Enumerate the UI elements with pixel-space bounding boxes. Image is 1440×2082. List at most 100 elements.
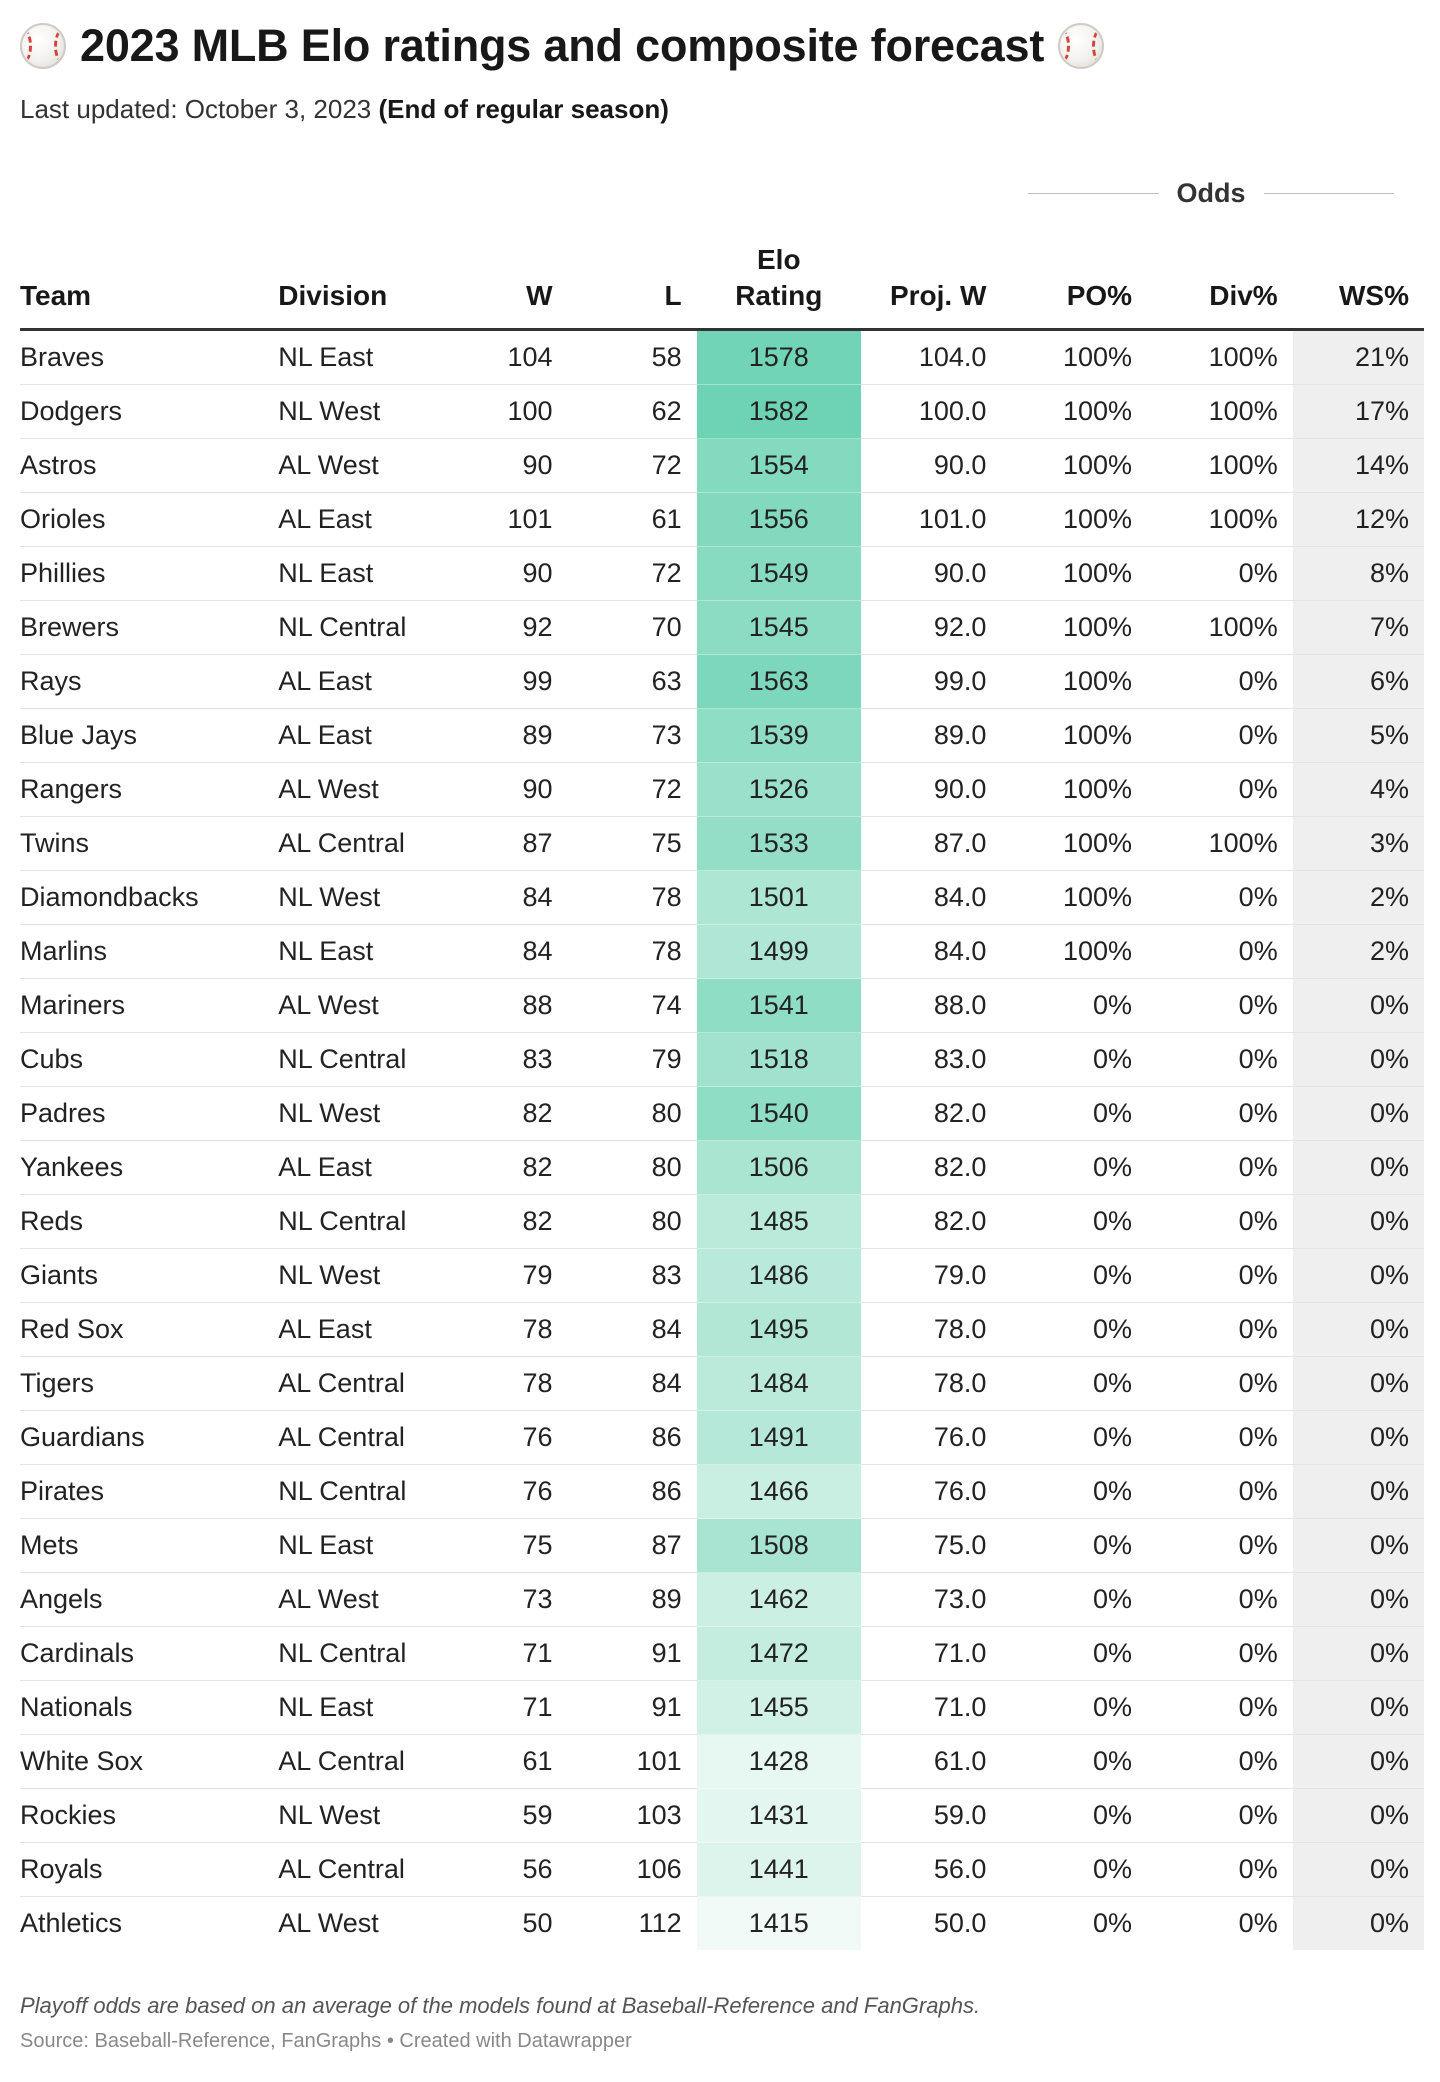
cell-team: Diamondbacks — [20, 870, 279, 925]
column-header-wins[interactable]: W — [459, 242, 568, 331]
cell-elo-rating: 1415 — [696, 1896, 861, 1950]
cell-team: Athletics — [20, 1908, 123, 1938]
cell-team: Padres — [20, 1086, 279, 1141]
cell-ws: 12% — [1292, 492, 1424, 547]
table-row: Mariners AL West 88 74 1541 88.0 0% 0% 0% — [20, 978, 1424, 1033]
cell-division: NL East — [278, 1680, 460, 1735]
cell-wins: 88 — [459, 978, 568, 1033]
table-row: Nationals NL East 71 91 1455 71.0 0% 0% 0% — [20, 1680, 1424, 1735]
cell-losses: 91 — [567, 1680, 697, 1735]
cell-div: 0% — [1147, 1788, 1293, 1843]
cell-proj-w: 78.0 — [860, 1356, 1002, 1411]
last-updated-text: Last updated: October 3, 2023 — [20, 94, 372, 124]
cell-elo-rating: 1486 — [696, 1248, 861, 1303]
table-row: Cardinals NL Central 71 91 1472 71.0 0% 0% 0% — [20, 1626, 1424, 1681]
cell-division: AL East — [278, 1140, 460, 1195]
cell-wins: 101 — [459, 492, 568, 547]
table-row: Dodgers NL West 100 62 1582 100.0 100% 100% 17% — [20, 384, 1424, 439]
cell-po: 100% — [1001, 384, 1148, 439]
cell-elo-rating: 1545 — [696, 600, 861, 655]
column-header-division[interactable]: Division — [278, 242, 460, 331]
cell-losses: 72 — [567, 438, 697, 493]
column-header-elo[interactable]: Elo Rating — [696, 242, 861, 331]
cell-losses: 86 — [567, 1464, 697, 1519]
cell-division: AL Central — [278, 816, 460, 871]
cell-division: NL Central — [278, 600, 460, 655]
cell-div: 0% — [1147, 978, 1293, 1033]
cell-losses: 63 — [567, 654, 697, 709]
cell-ws: 14% — [1292, 438, 1424, 493]
cell-ws: 0% — [1292, 1842, 1424, 1897]
cell-division: AL West — [278, 978, 460, 1033]
cell-wins: 82 — [459, 1194, 568, 1249]
cell-proj-w: 84.0 — [860, 924, 1002, 979]
elo-header-line1: Elo — [756, 244, 801, 275]
cell-proj-w: 99.0 — [860, 654, 1002, 709]
cell-losses: 78 — [567, 870, 697, 925]
cell-division: AL West — [278, 1572, 460, 1627]
cell-losses: 84 — [567, 1302, 697, 1357]
table-row: Pirates NL Central 76 86 1466 76.0 0% 0% 0% — [20, 1464, 1424, 1519]
cell-losses: 80 — [567, 1140, 697, 1195]
cell-ws: 7% — [1292, 600, 1424, 655]
cell-div: 0% — [1147, 1626, 1293, 1681]
odds-label: Odds — [1176, 178, 1246, 208]
cell-proj-w: 101.0 — [860, 492, 1002, 547]
cell-proj-w: 61.0 — [860, 1734, 1002, 1789]
cell-division: NL West — [278, 870, 460, 925]
cell-team: White Sox — [20, 1734, 279, 1789]
cell-elo-rating: 1539 — [696, 708, 861, 763]
cell-ws: 0% — [1292, 1788, 1424, 1843]
cell-division: NL West — [278, 384, 460, 439]
cell-proj-w: 84.0 — [860, 870, 1002, 925]
baseball-icon — [1058, 23, 1105, 69]
cell-proj-w: 56.0 — [860, 1842, 1002, 1897]
cell-losses: 80 — [567, 1086, 697, 1141]
cell-team: Orioles — [20, 492, 279, 547]
column-header-div[interactable]: Div% — [1147, 242, 1293, 331]
cell-proj-w: 76.0 — [860, 1464, 1002, 1519]
cell-proj-w: 83.0 — [860, 1032, 1002, 1087]
cell-division: AL Central — [278, 1734, 460, 1789]
cell-po: 0% — [1001, 1572, 1148, 1627]
cell-losses: 84 — [567, 1356, 697, 1411]
cell-losses: 78 — [567, 924, 697, 979]
table-row: Red Sox AL East 78 84 1495 78.0 0% 0% 0% — [20, 1302, 1424, 1357]
cell-proj-w: 79.0 — [860, 1248, 1002, 1303]
cell-wins: 73 — [459, 1572, 568, 1627]
cell-po: 100% — [1001, 492, 1148, 547]
cell-wins: 71 — [459, 1626, 568, 1681]
cell-division: NL Central — [278, 1464, 460, 1519]
cell-losses: 75 — [567, 816, 697, 871]
cell-po: 100% — [1001, 708, 1148, 763]
cell-ws: 5% — [1292, 708, 1424, 763]
cell-div: 0% — [1147, 1248, 1293, 1303]
cell-div: 0% — [1147, 1302, 1293, 1357]
table-row: Rays AL East 99 63 1563 99.0 100% 0% 6% — [20, 654, 1424, 709]
cell-po: 0% — [1001, 1464, 1148, 1519]
column-header-team[interactable]: Team — [20, 242, 279, 331]
column-header-po[interactable]: PO% — [1001, 242, 1148, 331]
cell-losses: 61 — [567, 492, 697, 547]
column-header-ws[interactable]: WS% — [1292, 242, 1424, 331]
cell-elo-rating: 1428 — [696, 1734, 861, 1789]
cell-division: NL East — [278, 329, 460, 385]
cell-team: Giants — [20, 1248, 279, 1303]
divider — [1028, 193, 1159, 194]
cell-div: 0% — [1147, 1842, 1293, 1897]
cell-div: 0% — [1147, 1194, 1293, 1249]
cell-losses: 87 — [567, 1518, 697, 1573]
cell-wins: 90 — [459, 438, 568, 493]
cell-division: AL West — [278, 1908, 379, 1938]
cell-div: 0% — [1147, 654, 1293, 709]
cell-elo-rating: 1484 — [696, 1356, 861, 1411]
table-row: Guardians AL Central 76 86 1491 76.0 0% 0% 0% — [20, 1410, 1424, 1465]
cell-elo-rating: 1501 — [696, 870, 861, 925]
cell-po: 100% — [1001, 600, 1148, 655]
cell-losses: 74 — [567, 978, 697, 1033]
column-header-proj-w[interactable]: Proj. W — [860, 242, 1002, 331]
column-header-losses[interactable]: L — [567, 242, 697, 331]
cell-po: 100% — [1001, 762, 1148, 817]
cell-wins: 90 — [459, 762, 568, 817]
cell-po: 0% — [1001, 1626, 1148, 1681]
